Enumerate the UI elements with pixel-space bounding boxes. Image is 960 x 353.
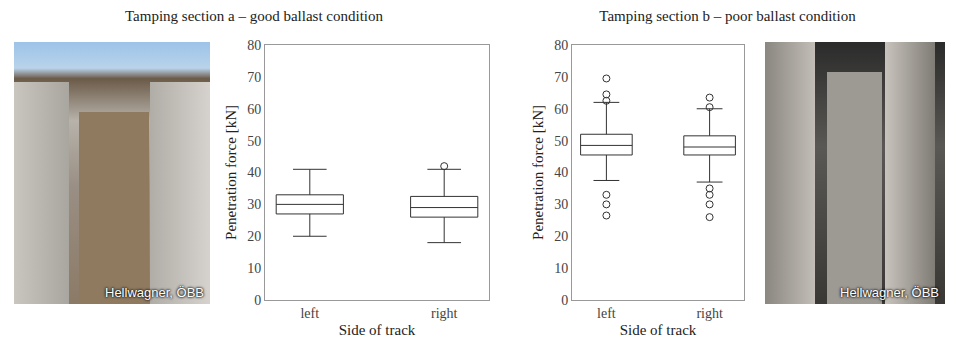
- svg-text:30: 30: [247, 197, 261, 212]
- svg-text:50: 50: [247, 134, 261, 149]
- html-text:Tamping section b – poor balla: Tamping section b – poor ballast conditi…: [599, 8, 856, 24]
- svg-text:60: 60: [247, 102, 261, 117]
- svg-text:70: 70: [247, 70, 261, 85]
- svg-text:left: left: [597, 306, 616, 321]
- svg-text:10: 10: [554, 261, 568, 276]
- svg-text:right: right: [431, 306, 458, 321]
- svg-text:20: 20: [554, 229, 568, 244]
- svg-text:Penetration force [kN]: Penetration force [kN]: [530, 105, 546, 240]
- html-text:Tamping section a – good balla: Tamping section a – good ballast conditi…: [125, 8, 383, 24]
- svg-text:Side of track: Side of track: [620, 322, 697, 338]
- svg-text:80: 80: [247, 38, 261, 53]
- svg-text:0: 0: [561, 293, 568, 308]
- svg-text:30: 30: [554, 197, 568, 212]
- svg-text:10: 10: [247, 261, 261, 276]
- svg-text:Side of track: Side of track: [339, 322, 416, 338]
- svg-text:70: 70: [554, 70, 568, 85]
- svg-text:80: 80: [554, 38, 568, 53]
- svg-text:left: left: [300, 306, 319, 321]
- svg-text:40: 40: [247, 165, 261, 180]
- svg-text:right: right: [696, 306, 723, 321]
- svg-text:0: 0: [254, 293, 261, 308]
- html-text:Hellwagner, ÖBB: Hellwagner, ÖBB: [840, 285, 939, 300]
- html-text:Hellwagner, ÖBB: Hellwagner, ÖBB: [105, 285, 204, 300]
- svg-text:50: 50: [554, 134, 568, 149]
- svg-text:Penetration force [kN]: Penetration force [kN]: [223, 105, 239, 240]
- svg-text:20: 20: [247, 229, 261, 244]
- svg-text:60: 60: [554, 102, 568, 117]
- svg-text:40: 40: [554, 165, 568, 180]
